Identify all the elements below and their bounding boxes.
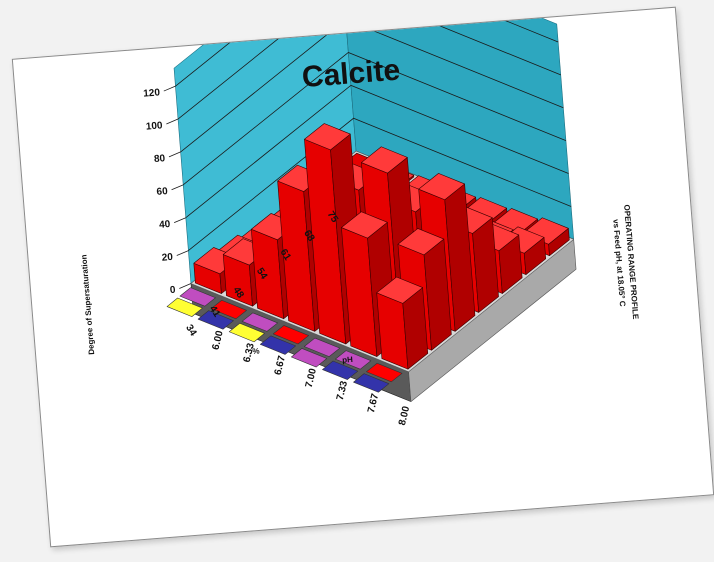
y-tick-mark	[179, 283, 192, 289]
y-tick-label: 120	[143, 87, 161, 99]
floor-color-cell	[166, 297, 203, 317]
chart-title: Calcite	[301, 54, 402, 95]
y-tick-mark	[176, 250, 189, 256]
bar-top	[361, 146, 408, 174]
floor-color-cell	[210, 299, 247, 320]
ph-tick-label: 7.33	[335, 380, 350, 402]
y-tick-mark	[171, 184, 184, 191]
y-tick-label: 80	[154, 153, 166, 165]
floor-color-cell	[179, 287, 216, 307]
ph-tick-label: 7.67	[366, 392, 381, 414]
x-axis-name: pH	[342, 355, 354, 365]
y-tick-label: 60	[156, 186, 168, 198]
floor-color-cell	[366, 362, 403, 383]
ph-tick-label: 7.00	[304, 367, 319, 389]
y-tick-mark	[166, 118, 179, 125]
ph-tick-label: 6.67	[273, 354, 288, 376]
y-tick-label: 100	[145, 120, 163, 132]
wall-gridline	[188, 117, 572, 251]
y-axis-label: Degree of Supersaturation	[79, 254, 96, 355]
ph-tick-label: 6.00	[211, 329, 226, 351]
y-tick-mark	[168, 151, 181, 158]
y-tick-label: 0	[169, 285, 176, 296]
ph-tick-label: 8.00	[397, 405, 412, 427]
floor-color-cell	[335, 350, 372, 370]
wall-gridline	[182, 51, 567, 186]
floor-color-cell	[228, 322, 265, 343]
floor-color-cell	[353, 373, 390, 393]
wall-gridline	[185, 84, 569, 219]
y-tick-mark	[163, 85, 176, 92]
bar-top	[376, 276, 423, 304]
ph-tick-label: 6.33	[242, 342, 257, 364]
y-tick-mark	[173, 217, 186, 224]
floor-color-cell	[272, 325, 310, 345]
floor-color-cell	[322, 360, 359, 380]
y-tick-label: 40	[159, 219, 171, 231]
bar3d-chart: 020406080100120%pH344148546168756.006.33…	[79, 7, 640, 427]
chart-photo-sheet: 0 20 40 60 80 100 120% pH 34 41 48 54 61 68 75 6.00 6.33…	[11, 6, 714, 548]
wall-gridline	[177, 7, 561, 120]
bar-top	[397, 228, 445, 256]
bar-top	[304, 123, 351, 151]
bar-top	[341, 211, 388, 239]
recovery-tick-label: 34	[183, 323, 198, 339]
floor-color-cell	[291, 348, 328, 368]
floor-color-cell	[303, 337, 341, 357]
y-tick-label: 20	[161, 252, 173, 264]
z-axis-name: %	[252, 346, 260, 356]
floor-color-cell	[259, 335, 296, 355]
bar-top	[418, 173, 465, 201]
floor-color-cell	[197, 310, 234, 330]
floor-color-cell	[241, 312, 278, 332]
